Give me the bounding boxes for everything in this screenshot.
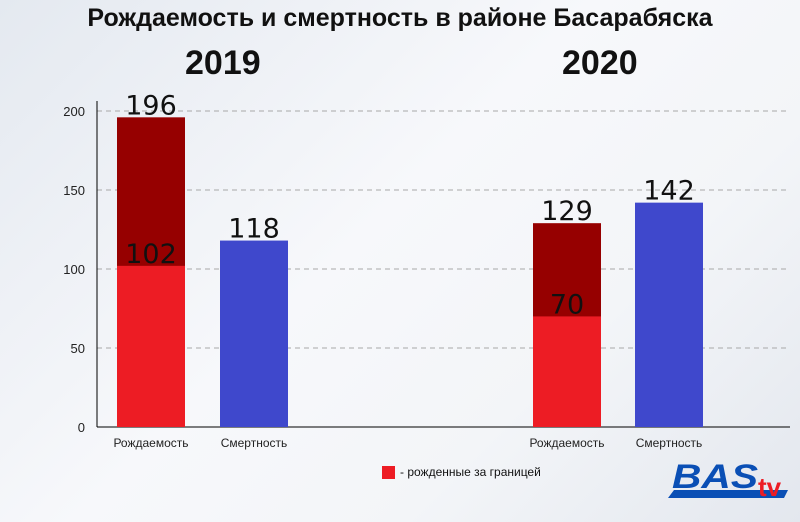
- y-tick-label: 50: [71, 341, 85, 356]
- chart-title: Рождаемость и смертность в районе Басара…: [87, 4, 713, 32]
- y-tick-label: 100: [63, 262, 85, 277]
- bar-2019-deaths: [220, 240, 288, 427]
- year-label-2019: 2019: [185, 44, 261, 82]
- legend-label: - рожденные за границей: [400, 465, 541, 479]
- legend-swatch: [382, 465, 395, 479]
- svg-text:tv: tv: [758, 472, 782, 500]
- svg-text:BAS: BAS: [672, 460, 758, 496]
- data-label: 118: [228, 214, 280, 245]
- data-label: 129: [541, 196, 593, 227]
- data-label: 142: [643, 176, 695, 207]
- bar-2020-abroad: [533, 316, 601, 427]
- y-tick-label: 0: [78, 420, 85, 435]
- x-tick-label: Смертность: [636, 436, 703, 450]
- bar-2019-abroad: [117, 265, 185, 427]
- data-label-abroad: 102: [125, 239, 177, 270]
- year-label-2020: 2020: [562, 44, 638, 82]
- y-tick-label: 150: [63, 183, 85, 198]
- x-tick-label: Рождаемость: [529, 436, 604, 450]
- data-label: 196: [125, 90, 177, 121]
- bar-2020-deaths: [635, 202, 703, 427]
- y-tick-label: 200: [63, 104, 85, 119]
- data-label-abroad: 70: [550, 289, 584, 320]
- x-tick-label: Рождаемость: [113, 436, 188, 450]
- legend: - рожденные за границей: [382, 465, 541, 479]
- x-tick-label: Смертность: [221, 436, 288, 450]
- bastv-logo: BAS tv: [668, 460, 788, 500]
